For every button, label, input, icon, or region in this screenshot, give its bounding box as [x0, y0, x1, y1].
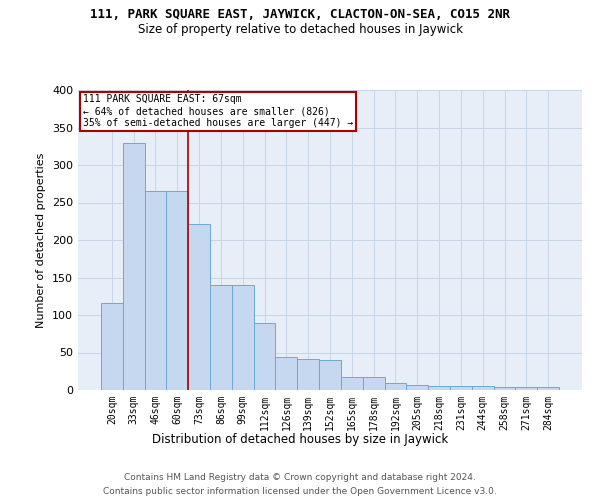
Bar: [297, 359, 319, 390]
Bar: [210, 285, 232, 390]
Bar: [450, 386, 472, 390]
Y-axis label: Number of detached properties: Number of detached properties: [37, 152, 46, 328]
Text: Contains public sector information licensed under the Open Government Licence v3: Contains public sector information licen…: [103, 488, 497, 496]
Text: Size of property relative to detached houses in Jaywick: Size of property relative to detached ho…: [137, 22, 463, 36]
Text: 111, PARK SQUARE EAST, JAYWICK, CLACTON-ON-SEA, CO15 2NR: 111, PARK SQUARE EAST, JAYWICK, CLACTON-…: [90, 8, 510, 20]
Bar: [319, 360, 341, 390]
Bar: [254, 322, 275, 390]
Bar: [166, 191, 188, 390]
Bar: [275, 357, 297, 390]
Bar: [494, 387, 515, 390]
Bar: [232, 285, 254, 390]
Bar: [145, 191, 166, 390]
Text: Contains HM Land Registry data © Crown copyright and database right 2024.: Contains HM Land Registry data © Crown c…: [124, 472, 476, 482]
Bar: [123, 142, 145, 390]
Bar: [363, 376, 385, 390]
Bar: [101, 303, 123, 390]
Bar: [385, 383, 406, 390]
Text: 111 PARK SQUARE EAST: 67sqm
← 64% of detached houses are smaller (826)
35% of se: 111 PARK SQUARE EAST: 67sqm ← 64% of det…: [83, 94, 353, 128]
Bar: [406, 385, 428, 390]
Bar: [472, 386, 494, 390]
Bar: [537, 387, 559, 390]
Bar: [515, 387, 537, 390]
Bar: [341, 376, 363, 390]
Bar: [428, 386, 450, 390]
Bar: [188, 224, 210, 390]
Text: Distribution of detached houses by size in Jaywick: Distribution of detached houses by size …: [152, 432, 448, 446]
